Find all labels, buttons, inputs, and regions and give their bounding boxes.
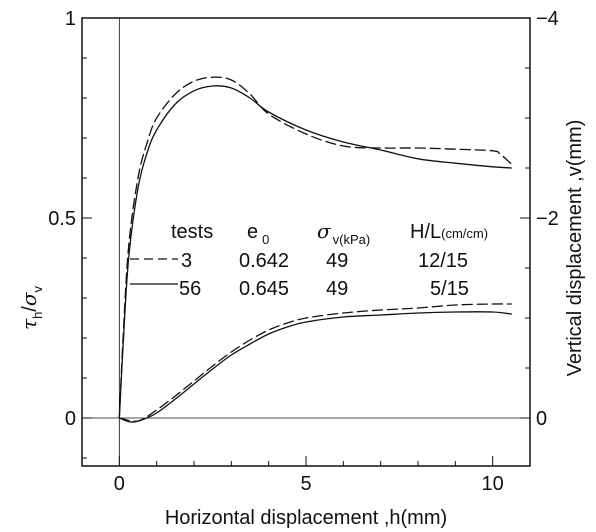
legend-row-2-hl: 5/15 (430, 278, 469, 300)
y-left-sigma-sub: v (30, 285, 45, 292)
legend-row-2-sigma: 49 (326, 278, 348, 300)
y-right-tick-label: −2 (536, 208, 559, 230)
series-test-3-vertical-displacement-line (118, 303, 512, 422)
y-left-tau-sub: h (30, 312, 45, 319)
plot-frame (81, 17, 531, 467)
y-left-sigma: σ (17, 291, 41, 306)
legend-row-2-tests: 56 (179, 278, 201, 300)
series-test-3-stress-ratio-line (118, 76, 512, 419)
x-tick-label: 5 (300, 473, 311, 495)
y-left-tau: τ (17, 318, 41, 330)
legend-row-1-hl: 12/15 (418, 250, 468, 272)
y-left-slash: / (19, 306, 41, 312)
y-left-axis-title: τh/σv (17, 285, 45, 330)
y-left-tick-label: 0 (65, 408, 76, 430)
x-tick-label: 10 (482, 473, 504, 495)
x-axis-title: Horizontal displacement ,h(mm) (165, 507, 447, 529)
x-tick-label: 0 (114, 473, 125, 495)
y-left-tick-label: 1 (65, 8, 76, 30)
y-right-tick-label: 0 (536, 408, 547, 430)
legend-row-1-e0: 0.642 (239, 250, 289, 272)
zero-lines (82, 18, 530, 466)
legend-row-1-tests: 3 (181, 250, 192, 272)
legend-header-tests: tests (171, 221, 213, 243)
legend-header-hl: H/L(cm/cm) (410, 221, 488, 243)
svg-text:τh/σv: τh/σv (17, 285, 45, 330)
series-test-56-stress-ratio-line (118, 85, 512, 419)
y-left-tick-label: 0.5 (48, 208, 76, 230)
y-right-axis-title: Vertical displacement ,v(mm) (564, 120, 586, 377)
legend-header-sigma: σ v(kPa) (317, 219, 370, 247)
ticks (81, 17, 531, 466)
series-layer (118, 76, 512, 423)
y-right-tick-label: −4 (536, 8, 559, 30)
series-test-56-vertical-displacement-line (118, 311, 512, 423)
legend-row-1-sigma: 49 (326, 250, 348, 272)
legend-row-2-e0: 0.645 (239, 278, 289, 300)
